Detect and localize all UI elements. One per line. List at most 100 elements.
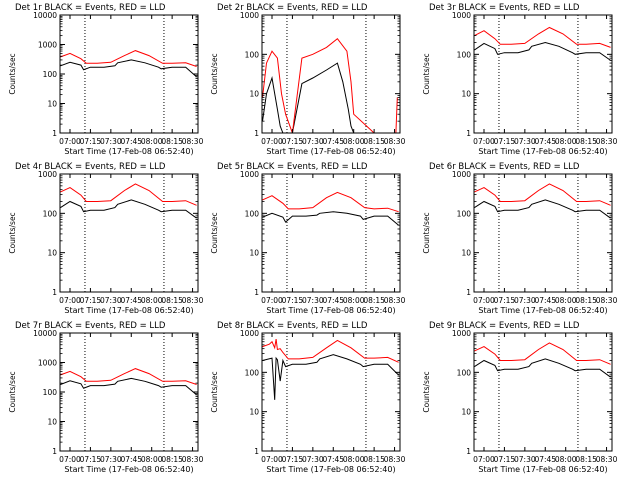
- x-tick-label: 07:00: [59, 455, 81, 464]
- plot-frame: [59, 173, 199, 293]
- x-tick-label: 08:00: [141, 296, 163, 305]
- y-tick-label: 100: [245, 368, 260, 377]
- series-events-line: [474, 41, 611, 61]
- y-tick-label: 10: [249, 90, 259, 99]
- series-lld-line: [474, 342, 611, 365]
- series-events-line: [262, 354, 399, 400]
- y-tick-label: 1: [52, 288, 57, 297]
- x-tick-label: 08:30: [182, 455, 204, 464]
- x-tick-label: 08:15: [363, 137, 385, 146]
- x-tick-label: 08:30: [182, 137, 204, 146]
- x-tick-label: 08:15: [363, 455, 385, 464]
- y-tick-label: 1000: [38, 170, 57, 179]
- x-tick-label: 08:30: [384, 137, 406, 146]
- chart-title: Det 7r BLACK = Events, RED = LLD: [15, 321, 166, 331]
- series-lld-line: [60, 183, 197, 206]
- x-tick-label: 08:15: [575, 137, 597, 146]
- x-tick-label: 08:00: [555, 296, 577, 305]
- x-tick-label: 07:15: [494, 455, 516, 464]
- chart-panel-1: Det 1r BLACK = Events, RED = LLD Counts/s…: [8, 3, 204, 156]
- y-tick-label: 100: [245, 50, 260, 59]
- y-tick-label: 100: [457, 50, 472, 59]
- y-tick-label: 1: [466, 288, 471, 297]
- y-axis-label: Counts/sec: [210, 53, 219, 94]
- plot-frame: [59, 332, 199, 452]
- y-axis-label: Counts/sec: [8, 371, 17, 412]
- plot-frame: [59, 14, 199, 134]
- y-tick-label: 10: [47, 249, 57, 258]
- x-tick-label: 07:45: [322, 455, 344, 464]
- plot-frame: [473, 14, 613, 134]
- series-lld-line: [60, 50, 197, 67]
- y-tick-label: 100: [43, 209, 58, 218]
- x-tick-label: 08:15: [161, 296, 183, 305]
- y-tick-label: 1: [254, 447, 259, 456]
- y-tick-label: 1: [52, 447, 57, 456]
- plot-frame: [261, 173, 401, 293]
- x-axis-label: Start Time (17-Feb-08 06:52:40): [478, 306, 607, 315]
- y-tick-label: 100: [457, 368, 472, 377]
- x-tick-label: 07:45: [120, 455, 142, 464]
- chart-title: Det 3r BLACK = Events, RED = LLD: [429, 3, 580, 13]
- x-axis-label: Start Time (17-Feb-08 06:52:40): [266, 465, 395, 474]
- chart-panel-2: Det 2r BLACK = Events, RED = LLD Counts/s…: [210, 3, 406, 156]
- x-tick-label: 07:45: [322, 296, 344, 305]
- x-tick-label: 08:30: [596, 296, 618, 305]
- x-tick-label: 07:30: [100, 296, 122, 305]
- x-tick-label: 07:00: [59, 137, 81, 146]
- chart-title: Det 5r BLACK = Events, RED = LLD: [217, 162, 368, 172]
- y-tick-label: 1000: [452, 11, 471, 20]
- x-tick-label: 08:15: [575, 455, 597, 464]
- x-tick-label: 07:45: [534, 137, 556, 146]
- y-tick-label: 1000: [240, 329, 259, 338]
- x-tick-label: 07:15: [282, 296, 304, 305]
- series-lld-line: [474, 183, 611, 206]
- x-axis-label: Start Time (17-Feb-08 06:52:40): [64, 147, 193, 156]
- x-tick-label: 07:45: [120, 137, 142, 146]
- y-tick-label: 100: [245, 209, 260, 218]
- x-axis-label: Start Time (17-Feb-08 06:52:40): [266, 306, 395, 315]
- y-tick-label: 1000: [38, 359, 57, 368]
- y-tick-label: 1: [254, 129, 259, 138]
- y-axis-label: Counts/sec: [422, 371, 431, 412]
- series-lld-line: [60, 368, 197, 385]
- y-axis-label: Counts/sec: [210, 371, 219, 412]
- series-lld-line: [262, 339, 399, 363]
- chart-panel-4: Det 4r BLACK = Events, RED = LLD Counts/s…: [8, 162, 204, 315]
- chart-panel-9: Det 9r BLACK = Events, RED = LLD Counts/s…: [422, 321, 618, 474]
- x-tick-label: 07:45: [534, 296, 556, 305]
- x-axis-label: Start Time (17-Feb-08 06:52:40): [478, 465, 607, 474]
- y-tick-label: 1000: [452, 329, 471, 338]
- x-tick-label: 07:00: [261, 296, 283, 305]
- x-tick-label: 07:15: [80, 296, 102, 305]
- y-tick-label: 1000: [38, 41, 57, 50]
- x-axis-label: Start Time (17-Feb-08 06:52:40): [64, 306, 193, 315]
- x-tick-label: 07:15: [494, 296, 516, 305]
- x-tick-label: 07:30: [100, 137, 122, 146]
- x-axis-label: Start Time (17-Feb-08 06:52:40): [266, 147, 395, 156]
- series-events-line: [262, 62, 355, 134]
- x-tick-label: 07:30: [302, 455, 324, 464]
- chart-panel-6: Det 6r BLACK = Events, RED = LLD Counts/s…: [422, 162, 618, 315]
- chart-title: Det 1r BLACK = Events, RED = LLD: [15, 3, 166, 13]
- x-tick-label: 08:00: [141, 455, 163, 464]
- x-tick-label: 07:30: [302, 137, 324, 146]
- x-tick-label: 08:30: [384, 296, 406, 305]
- y-axis-label: Counts/sec: [422, 53, 431, 94]
- y-tick-label: 10: [249, 408, 259, 417]
- y-tick-label: 1000: [240, 11, 259, 20]
- x-axis-label: Start Time (17-Feb-08 06:52:40): [64, 465, 193, 474]
- x-tick-label: 07:15: [80, 137, 102, 146]
- x-tick-label: 07:30: [514, 455, 536, 464]
- x-tick-label: 08:00: [343, 296, 365, 305]
- x-tick-label: 08:00: [141, 137, 163, 146]
- y-axis-label: Counts/sec: [8, 212, 17, 253]
- x-tick-label: 08:30: [596, 455, 618, 464]
- x-tick-label: 08:00: [343, 455, 365, 464]
- x-tick-label: 07:45: [120, 296, 142, 305]
- x-tick-label: 07:00: [473, 137, 495, 146]
- x-tick-label: 08:15: [161, 137, 183, 146]
- chart-panel-7: Det 7r BLACK = Events, RED = LLD Counts/s…: [8, 321, 204, 474]
